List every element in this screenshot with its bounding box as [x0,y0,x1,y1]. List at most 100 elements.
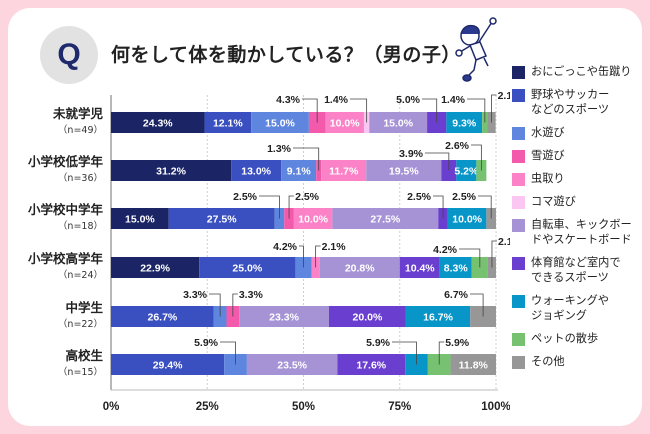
data-label: 27.5% [207,214,237,226]
data-label-outside: 5.9% [445,337,470,349]
data-label-outside: 2.5% [295,191,320,203]
x-tick-label: 25% [196,401,219,413]
category-label: 高校生 [65,348,103,363]
data-label: 31.2% [156,166,186,178]
bar-segment [204,112,252,133]
data-label-outside: 3.3% [239,289,264,301]
legend-item: 雪遊び [512,148,642,163]
data-label: 19.5% [389,166,419,178]
data-label: 25.0% [232,263,262,275]
bar-segment [450,354,496,375]
data-label: 24.3% [143,118,173,130]
leader-line [470,293,484,317]
data-label-outside: 1.4% [324,94,349,106]
data-label: 23.5% [277,360,307,372]
data-label-outside: 5.9% [366,337,391,349]
leader-line [392,341,417,365]
data-label: 11.7% [329,166,359,178]
data-label: 29.4% [153,360,183,372]
legend-item: その他 [512,354,642,369]
leader-line [459,248,481,268]
legend-item: ウォーキングや ジョギング [512,293,642,323]
data-label-outside: 3.3% [183,289,208,301]
legend-swatch [512,150,525,163]
legend-item: 体育館など室内で できるスポーツ [512,255,642,285]
legend-label: 自転車、キックボー ドやスケートボード [531,218,632,246]
leader-line [471,144,482,171]
category-n-label: （n=22） [58,318,103,330]
bar-segment [446,112,483,133]
bar-segment [111,160,232,181]
bar-segment [337,354,406,375]
chart-legend: おにごっこや缶蹴り 野球やサッカー などのスポーツ 水遊び 雪遊び 虫取り コマ遊び 自転車… [512,64,642,369]
data-label: 15.0% [265,118,295,130]
category-label: 未就学児 [52,106,104,121]
legend-label: ペットの散歩 [531,332,599,345]
bar-segment [321,160,367,181]
legend-item: おにごっこや缶蹴り [512,64,642,79]
data-label-outside: 6.7% [444,289,469,301]
category-n-label: （n=49） [58,124,103,136]
bar-segment [231,160,282,181]
leader-line [422,98,438,123]
legend-label: 雪遊び [531,149,565,162]
bar-segment [405,306,471,327]
data-label-outside: 3.9% [399,148,424,160]
leader-line [467,98,486,123]
leader-line [302,98,318,123]
legend-label: 野球やサッカー などのスポーツ [531,88,610,116]
data-label: 8.3% [444,263,469,275]
leader-line [315,245,321,268]
bar-segment [293,208,333,229]
leader-line [478,195,492,219]
bar-segment [111,208,169,229]
legend-label: 体育館など室内で できるスポーツ [531,256,621,284]
data-label-outside: 2.5% [233,191,258,203]
legend-label: その他 [531,355,565,368]
bar-segment [168,208,275,229]
leader-line [288,195,295,219]
data-label: 9.3% [452,118,477,130]
bar-segment [439,257,472,278]
category-n-label: （n=18） [58,220,103,232]
bar-segment [399,257,440,278]
leader-line [350,98,368,123]
data-label: 15.0% [125,214,155,226]
data-label: 20.8% [345,263,375,275]
legend-swatch [512,173,525,186]
bar-segment [366,160,442,181]
bar-segment [456,160,477,181]
category-n-label: （n=15） [58,366,103,378]
bar-segment [328,306,406,327]
x-tick-label: 0% [103,401,120,413]
leader-line [433,195,444,219]
leader-line [232,293,238,317]
category-label: 中学生 [65,300,103,315]
legend-swatch [512,196,525,209]
legend-label: コマ遊び [531,195,576,208]
chart-title: 何をして体を動かしている？（男の子） [111,44,461,66]
legend-label: ウォーキングや ジョギング [531,294,609,322]
bar-segment [111,306,214,327]
legend-label: 虫取り [531,172,565,185]
data-label: 10.0% [452,214,482,226]
bar-segment [251,112,309,133]
legend-swatch [512,219,525,232]
data-label: 27.5% [370,214,400,226]
legend-swatch [512,127,525,140]
bar-segment [325,112,364,133]
x-tick-label: 75% [388,401,411,413]
legend-item: コマ遊び [512,194,642,209]
category-n-label: （n=24） [58,269,103,281]
legend-swatch [512,333,525,346]
data-label-outside: 5.0% [396,94,421,106]
bar-segment [319,257,400,278]
data-label: 13.0% [241,166,271,178]
bar-segment [369,112,428,133]
x-tick-label: 100% [481,401,510,413]
leader-line [293,147,320,171]
boy-jumping-illustration [455,17,497,82]
boy-icon [455,17,497,82]
leader-line [220,341,236,365]
data-label: 5.2% [454,166,479,178]
